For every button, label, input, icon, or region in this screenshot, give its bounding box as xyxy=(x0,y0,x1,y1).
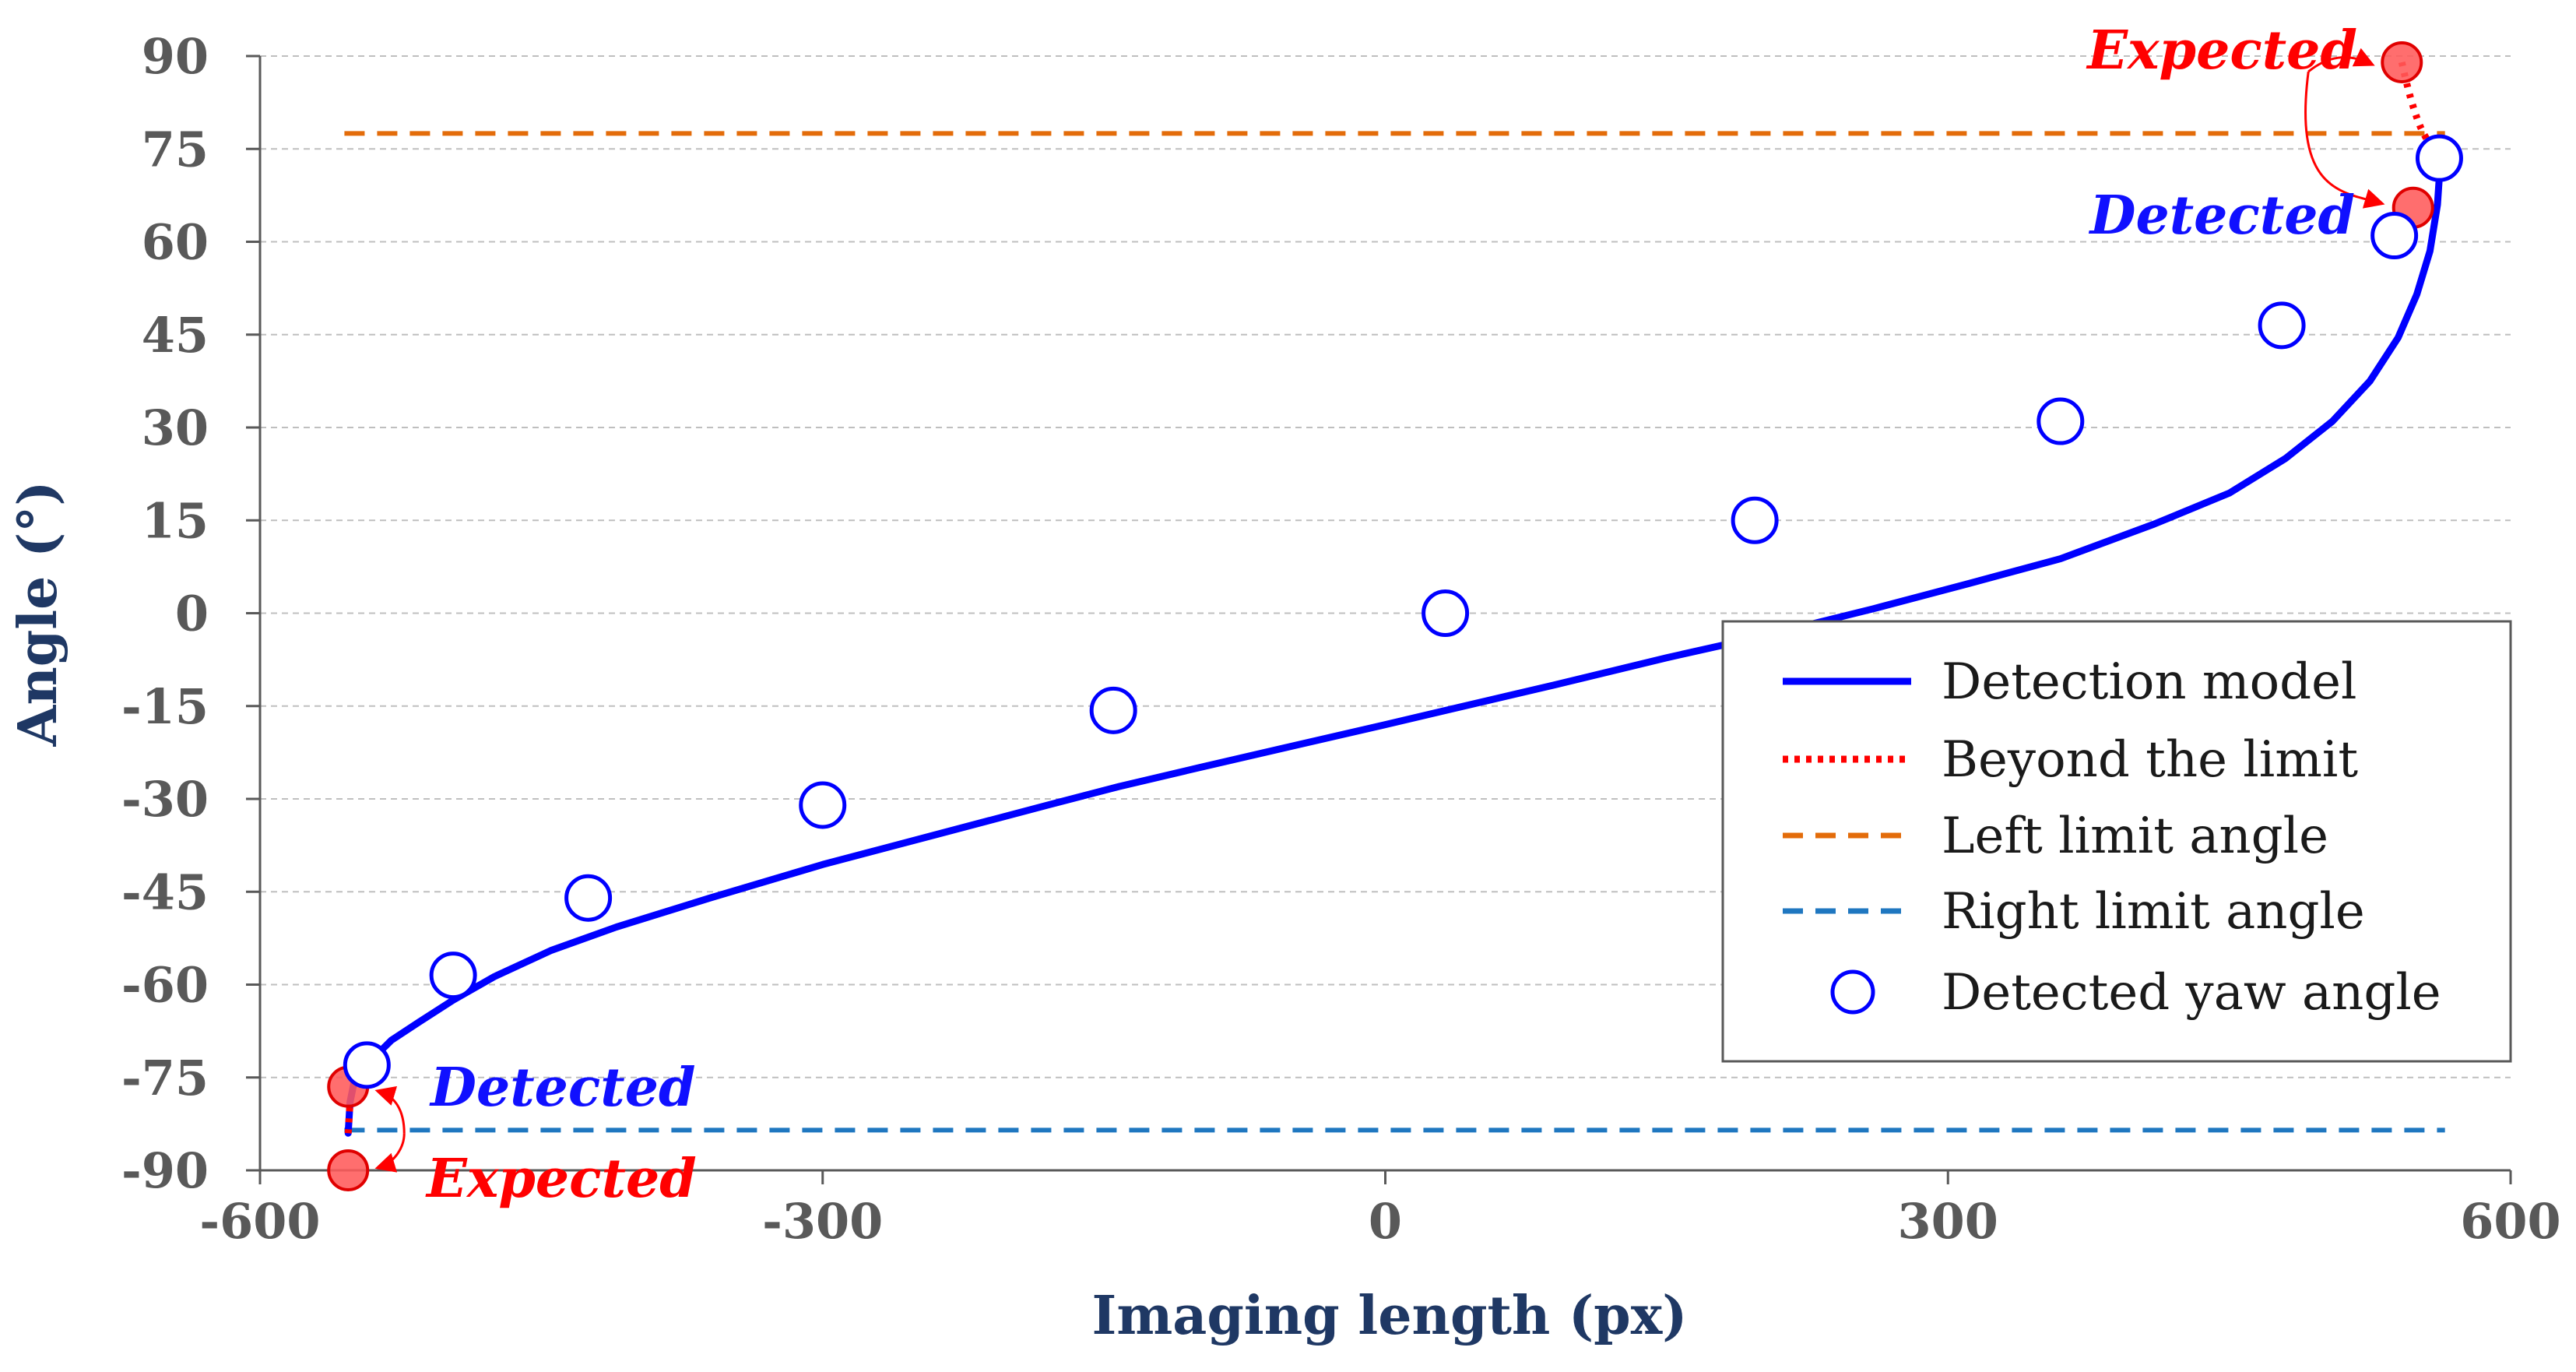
x-tick-label: 600 xyxy=(2460,1193,2560,1250)
detected-yaw-point xyxy=(429,952,477,1000)
y-tick-label: -45 xyxy=(121,864,209,920)
y-tick-label: -75 xyxy=(121,1050,209,1106)
legend-label-right-limit: Right limit angle xyxy=(1942,883,2365,941)
annotation-detected-bottom: Detected xyxy=(429,1057,696,1119)
series-detection-model xyxy=(344,145,2445,1137)
annotation-detected-top: Detected xyxy=(2088,185,2355,247)
x-tick-label: 0 xyxy=(1369,1193,1402,1250)
y-tick-label: -30 xyxy=(121,771,209,828)
detected-yaw-point xyxy=(2258,301,2306,350)
legend-label-beyond-limit: Beyond the limit xyxy=(1942,731,2358,789)
markers-layer xyxy=(327,40,2463,1191)
legend-swatch-detected-yaw xyxy=(1830,969,1875,1015)
detected-yaw-point xyxy=(1731,496,1779,544)
detected-yaw-point xyxy=(799,781,847,829)
annotation-expected-top: Expected xyxy=(2086,19,2357,82)
x-tick-label: 300 xyxy=(1898,1193,1998,1250)
arrow-bottom-to-expected xyxy=(374,1133,406,1173)
axis-ticks xyxy=(246,55,2512,1184)
x-tick-label: -600 xyxy=(199,1193,320,1250)
legend-label-detected-yaw: Detected yaw angle xyxy=(1942,964,2441,1022)
arrow-top-to-detected xyxy=(2304,71,2385,209)
arrow-bottom-to-detected xyxy=(374,1085,406,1134)
y-tick-label: 30 xyxy=(142,399,209,456)
x-tick-label: -300 xyxy=(762,1193,883,1250)
y-tick-label: 90 xyxy=(142,28,209,85)
y-axis-title: Angle (°) xyxy=(7,481,69,748)
detected-yaw-point xyxy=(1422,589,1470,637)
detected-yaw-point xyxy=(2415,134,2463,182)
y-tick-label: -60 xyxy=(121,957,209,1014)
expected-point xyxy=(327,1149,370,1191)
y-tick-label: 0 xyxy=(175,586,209,642)
arrow-top-to-expected xyxy=(2307,47,2375,73)
detected-yaw-point xyxy=(564,874,613,922)
annotation-arrows xyxy=(374,47,2385,1173)
legend-label-detection-model: Detection model xyxy=(1942,653,2356,711)
tick-labels: 90 75 60 45 30 15 0 -15 -30 -45 -60 -75 -90-600 -300 0… xyxy=(121,28,2561,1250)
detected-yaw-point xyxy=(1089,686,1137,734)
y-tick-label: 15 xyxy=(142,492,209,549)
y-tick-label: 45 xyxy=(142,307,209,364)
legend-label-left-limit: Left limit angle xyxy=(1942,807,2328,865)
detected-yaw-point xyxy=(343,1041,391,1089)
annotation-expected-bottom: Expected xyxy=(425,1148,697,1210)
y-tick-label: 75 xyxy=(142,121,209,178)
y-tick-label: 60 xyxy=(142,214,209,271)
detected-yaw-point xyxy=(2370,212,2419,260)
expected-point xyxy=(2381,40,2423,83)
y-tick-label: -15 xyxy=(121,678,209,735)
x-axis-title: Imaging length (px) xyxy=(1092,1285,1688,1347)
detected-yaw-point xyxy=(2037,397,2085,445)
y-tick-label: -90 xyxy=(121,1142,209,1199)
legend: Detection model Beyond the limit Left li… xyxy=(1721,620,2512,1063)
